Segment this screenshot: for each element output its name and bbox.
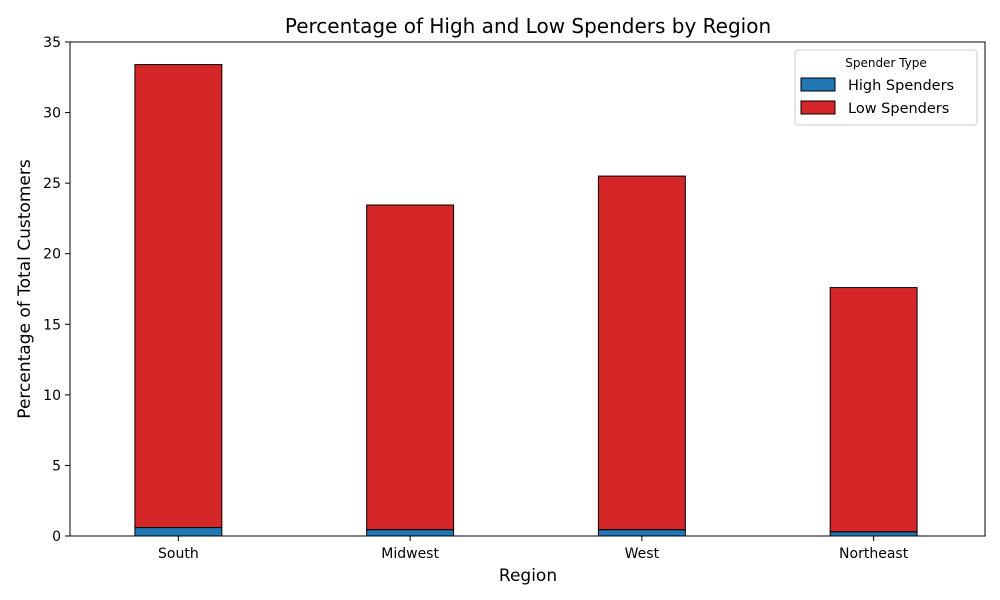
- x-tick-label: Midwest: [381, 546, 439, 562]
- legend-label-high-spenders: High Spenders: [848, 78, 954, 94]
- chart-title: Percentage of High and Low Spenders by R…: [285, 14, 771, 38]
- legend-swatch-low-spenders: [800, 100, 836, 115]
- bar-high-spenders-west: [597, 529, 686, 537]
- bar-low-spenders-northeast: [829, 287, 918, 533]
- bar-low-spenders-west: [597, 175, 686, 531]
- y-tick-label: 15: [43, 317, 61, 333]
- x-axis-title: Region: [499, 566, 557, 586]
- y-tick-label: 20: [43, 247, 61, 263]
- legend-label-low-spenders: Low Spenders: [848, 101, 949, 117]
- legend-box: [794, 49, 978, 126]
- y-tick-label: 30: [43, 106, 61, 122]
- y-axis-ticks: 0 5 10 15 20 25 30 35: [43, 35, 70, 545]
- y-tick-label: 35: [43, 35, 61, 51]
- bar-low-spenders-midwest: [366, 204, 455, 531]
- bar-high-spenders-midwest: [366, 529, 455, 537]
- legend-title: Spender Type: [845, 56, 927, 70]
- legend-swatch-high-spenders: [800, 77, 836, 92]
- x-tick-label: Northeast: [839, 546, 909, 562]
- x-axis-ticks: South Midwest West Northeast: [158, 536, 909, 562]
- y-tick-label: 5: [52, 458, 61, 474]
- y-axis-title: Percentage of Total Customers: [15, 159, 35, 419]
- plot-frame: [69, 41, 986, 537]
- bar-high-spenders-south: [134, 527, 223, 537]
- legend: Spender Type High Spenders Low Spenders: [794, 49, 978, 126]
- bars-layer: [134, 64, 918, 537]
- x-tick-label: West: [625, 546, 660, 562]
- bar-low-spenders-south: [134, 64, 223, 529]
- y-tick-label: 0: [52, 529, 61, 545]
- x-tick-label: South: [158, 546, 199, 562]
- y-tick-label: 10: [43, 388, 61, 404]
- y-tick-label: 25: [43, 176, 61, 192]
- bar-high-spenders-northeast: [829, 531, 918, 537]
